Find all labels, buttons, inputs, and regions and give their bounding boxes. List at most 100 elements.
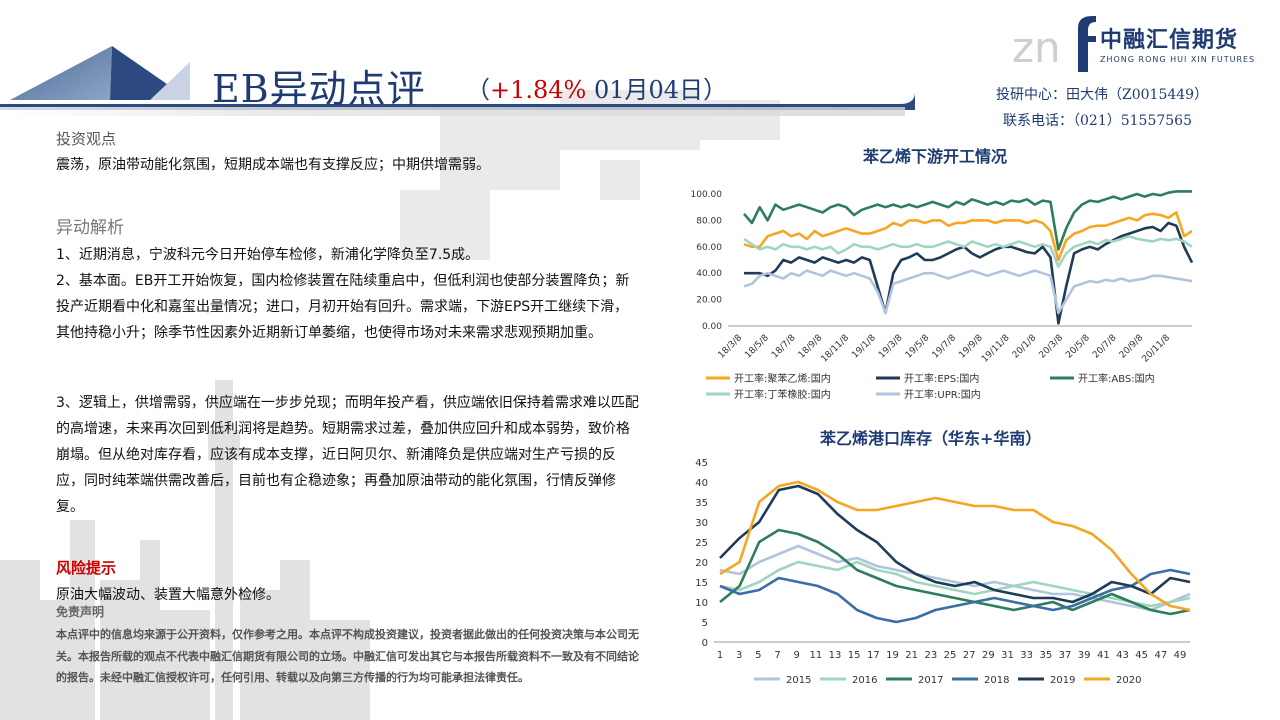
price-change: +1.84% [490, 76, 587, 104]
chart1-xtick: 19/1/8 [850, 333, 878, 361]
chart2-xtick: 5 [755, 650, 761, 661]
chart1-title: 苯乙烯下游开工情况 [863, 147, 1008, 166]
svg-text:zn: zn [1012, 23, 1061, 72]
company-logo-english: ZHONG RONG HUI XIN FUTURES [1100, 55, 1256, 64]
risk-text: 原油大幅波动、装置大幅意外检修。 [56, 587, 280, 603]
chart2-xtick: 23 [924, 650, 937, 661]
chart1-series-line [743, 234, 1193, 268]
chart1-xtick: 18/7/8 [770, 333, 798, 361]
chart2-ytick: 25 [695, 538, 708, 549]
chart2-ytick: 20 [695, 558, 708, 569]
company-logo-text: 中融汇信期货 [1100, 28, 1239, 53]
chart2-xtick: 13 [829, 650, 842, 661]
logo-f-icon [1078, 16, 1096, 72]
chart2-series-line [719, 528, 1191, 616]
analysis-paragraph-1: 1、近期消息，宁波科元今日开始停车检修，新浦化学降负至7.5成。 [56, 247, 480, 263]
chart1-xtick: 18/5/8 [743, 333, 771, 361]
chart2-legend-label: 2015 [786, 675, 811, 686]
chart2-xtick: 49 [1174, 650, 1187, 661]
chart1-xtick: 20/1/8 [1011, 333, 1039, 361]
chart2-legend-label: 2018 [984, 675, 1009, 686]
chart2-xtick: 9 [793, 650, 799, 661]
report-date: 01月04日） [586, 76, 728, 104]
contact-phone: 联系电话：（021）51557565 [1003, 113, 1192, 129]
chart1-xtick: 18/11/8 [820, 333, 852, 365]
chart1-series-line [744, 221, 1194, 325]
chart1-xtick: 19/7/8 [931, 333, 959, 361]
chart1-xtick: 20/5/8 [1064, 333, 1092, 361]
chart1-legend-label: 开工率:聚苯乙烯:国内 [734, 372, 831, 385]
skyline [0, 380, 370, 720]
chart2-xtick: 37 [1059, 650, 1072, 661]
chart1-xtick: 20/3/8 [1038, 333, 1066, 361]
chart2-xtick: 29 [982, 650, 995, 661]
chart2-xtick: 15 [848, 650, 861, 661]
chart2-xtick: 43 [1116, 650, 1129, 661]
chart2-series-line [719, 544, 1191, 612]
chart2-xtick: 41 [1097, 650, 1110, 661]
chart2-title: 苯乙烯港口库存（华东+华南） [820, 429, 1042, 448]
chart1-series-line [743, 211, 1193, 262]
chart2-series-line [719, 480, 1191, 612]
disclaimer-title: 免责声明 [56, 605, 105, 619]
chart2-xtick: 39 [1078, 650, 1091, 661]
analysis-paragraph-3: 3、逻辑上，供增需弱，供应端在一步步兑现；而明年投产看，供应端依旧保持着需求难以… [56, 395, 639, 515]
chart1-legend-label: 开工率:ABS:国内 [1078, 372, 1155, 385]
chart1-xtick: 18/3/8 [717, 333, 745, 361]
chart1-xtick: 19/5/8 [904, 333, 932, 361]
section-title-risk: 风险提示 [56, 559, 117, 577]
analysis-paragraph-2: 2、基本面。EB开工开始恢复，国内检修装置在陆续重启中，但低利润也使部分装置降负… [56, 273, 630, 341]
chart1-xtick: 20/7/8 [1091, 333, 1119, 361]
world-map-dots [400, 90, 780, 260]
chart2-xtick: 25 [944, 650, 957, 661]
chart2-ytick: 5 [702, 618, 708, 629]
chart2-xtick: 33 [1020, 650, 1033, 661]
chart1-xtick: 19/11/8 [980, 333, 1012, 365]
chart1-xtick: 19/3/8 [877, 333, 905, 361]
chart2-legend-label: 2020 [1116, 675, 1141, 686]
contact-analyst: 投研中心：田大伟（Z0015449） [996, 87, 1209, 103]
chart2-xtick: 47 [1154, 650, 1167, 661]
chart2-ytick: 10 [695, 598, 708, 609]
chart1-legend-label: 开工率:UPR:国内 [904, 388, 981, 401]
chart2-ytick: 15 [695, 578, 708, 589]
chart1-legend-label: 开工率:丁苯橡胶:国内 [734, 388, 831, 401]
chart2-series-line [719, 484, 1191, 604]
page-subtitle: （+1.84% 01月04日） [466, 70, 727, 105]
chart2-legend-label: 2016 [852, 675, 877, 686]
chart2-ytick: 35 [695, 498, 708, 509]
chart2-xtick: 45 [1135, 650, 1148, 661]
section-title-view: 投资观点 [56, 130, 117, 148]
chart2-series-line [719, 568, 1191, 624]
chart2-xtick: 1 [717, 650, 723, 661]
chart2-ytick: 0 [702, 638, 708, 649]
chart2-legend-label: 2017 [918, 675, 943, 686]
chart1-series-line [743, 190, 1192, 251]
chart2-xtick: 17 [867, 650, 880, 661]
subtitle-paren: （ [466, 76, 490, 104]
header-triangle [10, 46, 112, 100]
view-text: 震荡，原油带动能化氛围，短期成本端也有支撑反应；中期供增需弱。 [56, 157, 490, 173]
chart1-ytick: 20.00 [696, 296, 722, 306]
chart1-xtick: 20/11/8 [1141, 333, 1173, 365]
chart2-series-line [719, 560, 1191, 608]
chart1-ytick: 0.00 [702, 322, 722, 332]
chart2-ytick: 45 [695, 458, 708, 469]
chart2-xtick: 35 [1039, 650, 1052, 661]
section-title-analysis: 异动解析 [56, 218, 124, 238]
chart2-xtick: 19 [886, 650, 899, 661]
chart2-ytick: 40 [695, 478, 708, 489]
chart2-xtick: 27 [963, 650, 976, 661]
chart2-xtick: 7 [774, 650, 780, 661]
chart2-xtick: 31 [1001, 650, 1014, 661]
chart2-xtick: 11 [809, 650, 822, 661]
chart2-ytick: 30 [695, 518, 708, 529]
chart1-legend-label: 开工率:EPS:国内 [904, 372, 979, 385]
chart1-series-line [743, 269, 1193, 315]
chart1-ytick: 100.00 [691, 190, 723, 200]
chart1-ytick: 80.00 [696, 216, 722, 226]
disclaimer-text: 本点评中的信息均来源于公开资料，仅作参考之用。本点评不构成投资建议，投资者据此做… [56, 628, 639, 684]
chart1-ytick: 40.00 [696, 269, 722, 279]
